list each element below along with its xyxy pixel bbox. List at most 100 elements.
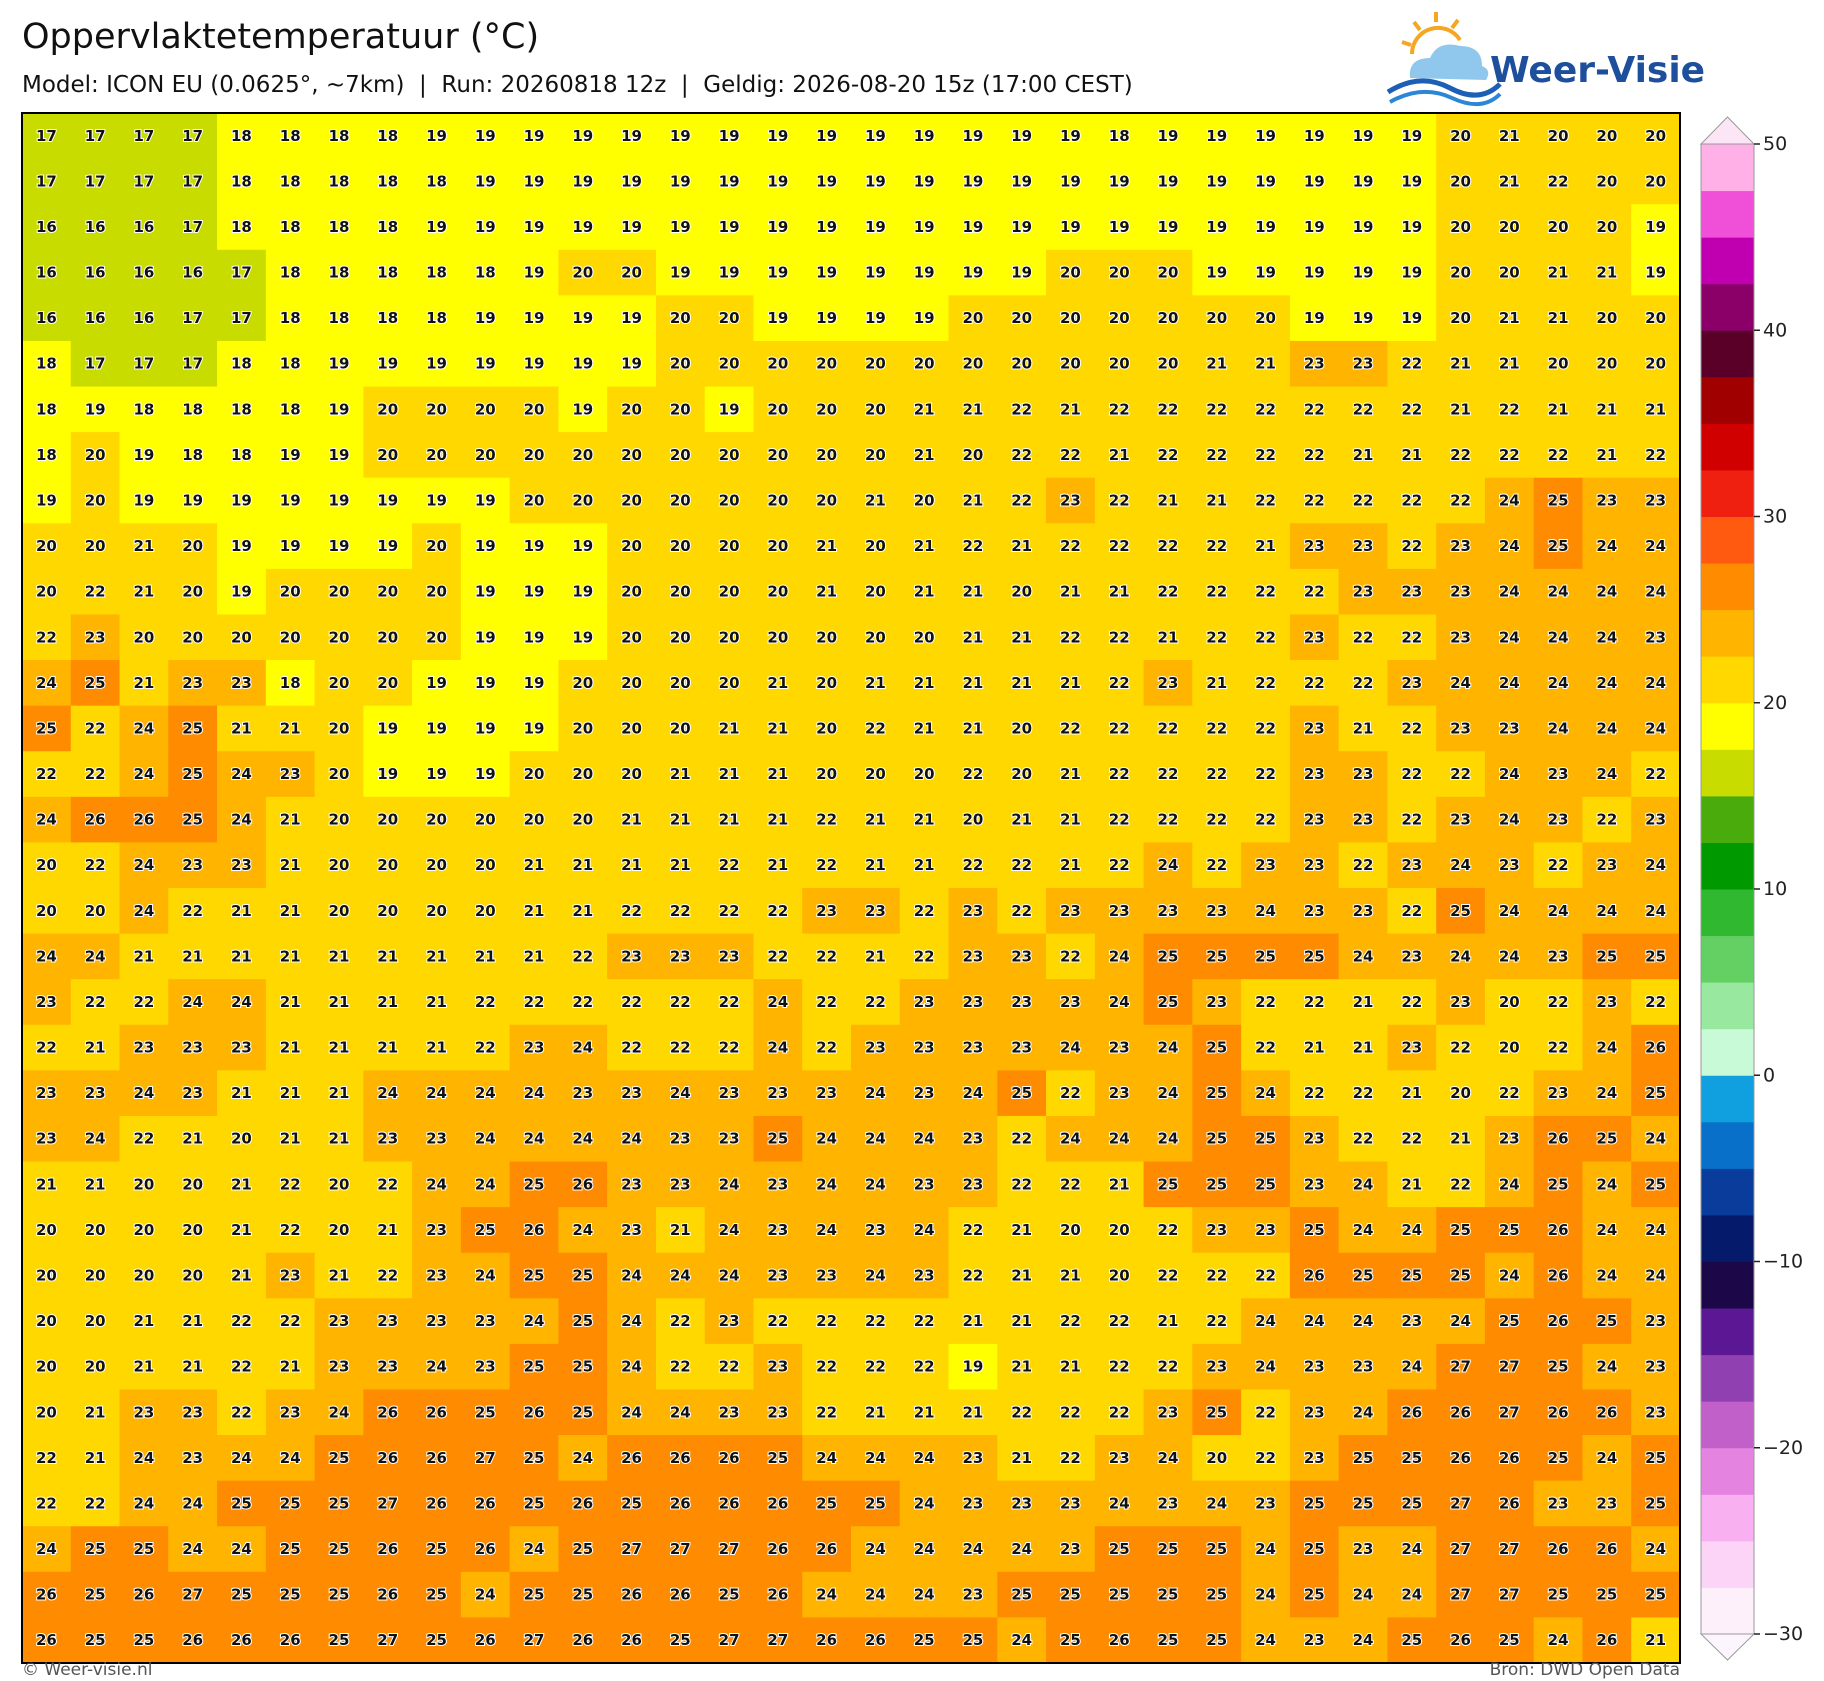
temperature-label: 26 (1450, 1631, 1471, 1649)
temperature-cell (217, 432, 267, 479)
temperature-label: 24 (1596, 902, 1617, 920)
temperature-cell (851, 295, 901, 342)
temperature-label: 25 (572, 1267, 593, 1285)
temperature-cell (704, 432, 755, 479)
temperature-label: 24 (377, 1084, 398, 1102)
colorbar-band (1701, 563, 1754, 611)
temperature-cell (948, 842, 998, 889)
temperature-cell (607, 204, 657, 251)
temperature-label: 22 (36, 1449, 57, 1467)
temperature-label: 24 (329, 1403, 350, 1421)
colorbar-band (1701, 702, 1754, 750)
temperature-label: 23 (1645, 811, 1666, 829)
temperature-label: 24 (1255, 1540, 1276, 1558)
temperature-cell (704, 477, 755, 524)
temperature-label: 21 (914, 446, 935, 464)
temperature-label: 23 (865, 1039, 886, 1057)
temperature-label: 19 (621, 355, 642, 373)
temperature-label: 24 (621, 1403, 642, 1421)
temperature-label: 20 (621, 628, 642, 646)
temperature-label: 25 (475, 1221, 496, 1239)
temperature-cell (1289, 842, 1340, 889)
temperature-label: 26 (475, 1494, 496, 1512)
temperature-label: 22 (962, 856, 983, 874)
temperature-label: 25 (1206, 947, 1227, 965)
temperature-label: 20 (1109, 309, 1130, 327)
temperature-label: 22 (1304, 993, 1325, 1011)
temperature-label: 20 (231, 1130, 252, 1148)
temperature-cell (1338, 204, 1389, 251)
temperature-label: 23 (1304, 1403, 1325, 1421)
temperature-label: 25 (1158, 993, 1179, 1011)
temperature-label: 19 (524, 583, 545, 601)
temperature-cell (1046, 249, 1096, 296)
temperature-cell (655, 158, 706, 205)
temperature-label: 24 (426, 1175, 447, 1193)
temperature-cell (1533, 386, 1584, 433)
temperature-label: 25 (1401, 1449, 1422, 1467)
temperature-label: 19 (475, 537, 496, 555)
colorbar-band (1701, 469, 1754, 517)
temperature-cell (1582, 432, 1632, 479)
temperature-cell (412, 340, 462, 388)
temperature-label: 18 (280, 218, 301, 236)
temperature-label: 22 (231, 1358, 252, 1376)
temperature-cell (119, 295, 169, 342)
temperature-label: 21 (1401, 1175, 1422, 1193)
temperature-cell (1387, 113, 1437, 160)
temperature-cell (509, 386, 560, 433)
temperature-label: 24 (1158, 1449, 1179, 1467)
temperature-cell (1387, 751, 1437, 798)
temperature-label: 19 (1206, 218, 1227, 236)
temperature-label: 19 (572, 628, 593, 646)
temperature-label: 22 (572, 993, 593, 1011)
temperature-cell (704, 842, 755, 889)
temperature-label: 23 (719, 1084, 740, 1102)
colorbar-tick-label: −20 (1763, 1437, 1803, 1459)
temperature-label: 22 (1645, 993, 1666, 1011)
temperature-label: 21 (962, 400, 983, 418)
temperature-label: 18 (231, 127, 252, 145)
temperature-cell (70, 614, 121, 661)
temperature-label: 20 (377, 400, 398, 418)
temperature-label: 23 (1353, 355, 1374, 373)
temperature-cell (1631, 340, 1681, 388)
temperature-label: 19 (329, 492, 350, 510)
temperature-cell (22, 796, 72, 844)
temperature-cell (363, 796, 413, 844)
temperature-label: 19 (524, 172, 545, 190)
temperature-label: 21 (426, 1039, 447, 1057)
temperature-cell (1143, 295, 1193, 342)
temperature-cell (1289, 523, 1340, 570)
temperature-label: 24 (767, 1039, 788, 1057)
temperature-cell (265, 386, 316, 433)
temperature-cell (558, 705, 608, 752)
temperature-label: 22 (85, 583, 106, 601)
temperature-label: 22 (1011, 902, 1032, 920)
temperature-label: 23 (280, 765, 301, 783)
temperature-label: 23 (1060, 1540, 1081, 1558)
temperature-cell (1484, 523, 1535, 570)
temperature-cell (265, 842, 316, 889)
temperature-label: 21 (1548, 264, 1569, 282)
temperature-label: 23 (767, 1175, 788, 1193)
temperature-cell (558, 295, 608, 342)
temperature-label: 20 (962, 309, 983, 327)
temperature-label: 21 (426, 993, 447, 1011)
temperature-label: 22 (280, 1175, 301, 1193)
temperature-cell (217, 614, 267, 661)
temperature-cell (1289, 295, 1340, 342)
temperature-label: 20 (1645, 355, 1666, 373)
temperature-label: 21 (914, 856, 935, 874)
temperature-cell (168, 842, 218, 889)
temperature-label: 19 (621, 309, 642, 327)
colorbar-band (1701, 749, 1754, 797)
temperature-cell (22, 568, 72, 616)
temperature-label: 19 (1304, 264, 1325, 282)
temperature-cell (363, 249, 413, 296)
temperature-cell (1192, 796, 1242, 844)
temperature-cell (119, 386, 169, 433)
temperature-cell (851, 796, 901, 844)
temperature-label: 23 (1450, 628, 1471, 646)
temperature-cell (704, 340, 755, 388)
